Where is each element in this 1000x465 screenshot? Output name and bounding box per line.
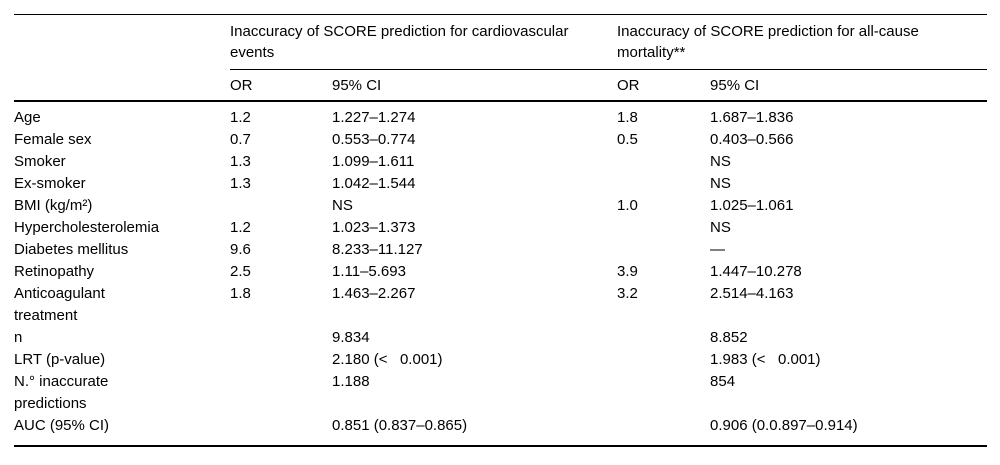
or-value xyxy=(230,415,332,447)
ci-value: 1.11–5.693 xyxy=(332,263,406,280)
table-row: n 9.834 8.852 xyxy=(14,327,987,349)
or-value: 0.5 xyxy=(617,131,638,148)
ci-value: 1.227–1.274 xyxy=(332,109,416,126)
or-value: 3.9 xyxy=(617,263,638,280)
ci-value: 8.233–11.127 xyxy=(332,241,423,258)
column-header-or-1: OR xyxy=(230,69,332,102)
ci-value: — xyxy=(710,241,726,258)
or-value: 9.6 xyxy=(230,241,251,258)
or-value: 2.5 xyxy=(230,263,251,280)
row-label: Anticoagulant treatment xyxy=(14,285,105,324)
ci-value: NS xyxy=(710,175,731,192)
or-value: 0.7 xyxy=(230,131,251,148)
row-label: Hypercholesterolemia xyxy=(14,219,160,236)
ci-value: 0.553–0.774 xyxy=(332,131,416,148)
or-value xyxy=(230,371,332,415)
table-row: BMI (kg/m²) NS 1.0 1.025–1.061 xyxy=(14,195,987,217)
or-value xyxy=(617,151,710,173)
table-row: Age 1.2 1.227–1.274 1.8 1.687–1.836 xyxy=(14,101,987,129)
or-value xyxy=(617,239,710,261)
ci-value: NS xyxy=(710,153,731,170)
or-value xyxy=(617,371,710,415)
row-label: Ex-smoker xyxy=(14,175,86,192)
or-value xyxy=(617,349,710,371)
ci-value: 9.834 xyxy=(332,329,370,346)
or-value xyxy=(617,173,710,195)
row-label: Age xyxy=(14,109,41,126)
or-value xyxy=(617,327,710,349)
ci-value: 2.514–4.163 xyxy=(710,285,794,302)
ci-value: 1.687–1.836 xyxy=(710,109,794,126)
row-label: n xyxy=(14,329,23,346)
ci-value: 1.983 (< 0.001) xyxy=(710,351,821,368)
or-value xyxy=(230,327,332,349)
or-value: 1.3 xyxy=(230,175,251,192)
or-value xyxy=(617,415,711,447)
ci-value: 1.025–1.061 xyxy=(710,197,794,214)
table-body: Age 1.2 1.227–1.274 1.8 1.687–1.836 Fema… xyxy=(14,101,988,447)
group-header-row: Inaccuracy of SCORE prediction for cardi… xyxy=(14,14,988,70)
table-row: Diabetes mellitus 9.6 8.233–11.127 — xyxy=(14,239,987,261)
ci-value: 1.447–10.278 xyxy=(710,263,802,280)
table-row: Hypercholesterolemia 1.2 1.023–1.373 NS xyxy=(14,217,987,239)
table-row: N.° inaccurate predictions 1.188 854 xyxy=(14,371,987,415)
row-label: N.° inaccurate predictions xyxy=(14,373,109,412)
ci-value: NS xyxy=(332,197,353,214)
table-row: Smoker 1.3 1.099–1.611 NS xyxy=(14,151,987,173)
ci-value: 854 xyxy=(710,373,736,390)
or-value: 1.3 xyxy=(230,153,251,170)
or-value xyxy=(617,217,710,239)
ci-value: 1.042–1.544 xyxy=(332,175,416,192)
empty-subheader-cell xyxy=(14,69,230,102)
or-value xyxy=(230,195,332,217)
ci-value: 1.099–1.611 xyxy=(332,153,415,170)
ci-value: 1.463–2.267 xyxy=(332,285,416,302)
row-label: LRT (p-value) xyxy=(14,351,106,368)
row-label: AUC (95% CI) xyxy=(14,415,230,447)
ci-value: 8.852 xyxy=(710,329,748,346)
or-value xyxy=(230,349,332,371)
ci-value: 1.023–1.373 xyxy=(332,219,416,236)
table-row: Ex-smoker 1.3 1.042–1.544 NS xyxy=(14,173,987,195)
ci-value: 1.188 xyxy=(332,373,370,390)
group-header-mortality: Inaccuracy of SCORE prediction for all-c… xyxy=(617,14,988,70)
row-label: BMI (kg/m²) xyxy=(14,197,93,214)
or-value: 1.8 xyxy=(230,285,251,302)
ci-value: 0.403–0.566 xyxy=(710,131,794,148)
table-header: Inaccuracy of SCORE prediction for cardi… xyxy=(14,14,988,102)
row-label: Smoker xyxy=(14,153,66,170)
table-row: AUC (95% CI) 0.851 (0.837–0.865) 0.906 (… xyxy=(14,415,988,447)
subheader-row: OR 95% CI OR 95% CI xyxy=(14,69,988,102)
or-value: 3.2 xyxy=(617,285,638,302)
column-header-or-2: OR xyxy=(617,69,711,102)
table-row: LRT (p-value) 2.180 (< 0.001) 1.983 (< 0… xyxy=(14,349,987,371)
ci-value: NS xyxy=(710,219,731,236)
score-inaccuracy-table: Inaccuracy of SCORE prediction for cardi… xyxy=(14,14,988,447)
ci-value: 0.851 (0.837–0.865) xyxy=(332,415,618,447)
empty-corner-cell xyxy=(14,14,230,70)
group-header-cardiovascular: Inaccuracy of SCORE prediction for cardi… xyxy=(230,14,618,70)
or-value: 1.8 xyxy=(617,109,638,126)
table-row: Anticoagulant treatment 1.8 1.463–2.267 … xyxy=(14,283,987,327)
table-row: Female sex 0.7 0.553–0.774 0.5 0.403–0.5… xyxy=(14,129,987,151)
row-label: Retinopathy xyxy=(14,263,95,280)
column-header-ci-1: 95% CI xyxy=(332,69,618,102)
table-row: Retinopathy 2.5 1.11–5.693 3.9 1.447–10.… xyxy=(14,261,987,283)
row-label: Female sex xyxy=(14,131,92,148)
ci-value: 2.180 (< 0.001) xyxy=(332,351,443,368)
ci-value: 0.906 (0.0.897–0.914) xyxy=(710,415,988,447)
column-header-ci-2: 95% CI xyxy=(710,69,988,102)
or-value: 1.0 xyxy=(617,197,638,214)
or-value: 1.2 xyxy=(230,109,251,126)
or-value: 1.2 xyxy=(230,219,251,236)
row-label: Diabetes mellitus xyxy=(14,241,129,258)
